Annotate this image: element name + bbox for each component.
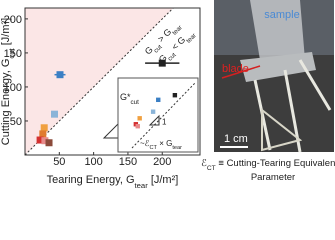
x-axis-label-part: Tearing Energy, G — [47, 174, 135, 186]
point — [51, 110, 59, 118]
caption-line-part: ℰ — [201, 158, 207, 169]
x-tick-label: 150 — [119, 156, 137, 168]
inset-frame — [117, 77, 199, 153]
point — [172, 93, 178, 98]
inset-y-label: G*cut — [120, 92, 139, 106]
caption-line: Parameter — [251, 172, 295, 183]
equality-line — [24, 7, 174, 156]
photo-label: 1 cm — [224, 133, 248, 145]
point — [137, 116, 142, 121]
inset-annotation-part: CT — [150, 145, 158, 151]
equality-line — [131, 81, 197, 149]
photo-label: sample — [264, 9, 299, 21]
inset-annotation-part: tear — [172, 145, 182, 151]
point — [39, 130, 47, 138]
slope-label: 1 — [162, 118, 167, 127]
photo-blade-pointer — [221, 65, 261, 79]
x-axis-label: Tearing Energy, Gtear [J/m²] — [47, 174, 179, 189]
y-tick-label: 200 — [4, 14, 22, 26]
slope-triangle — [148, 114, 160, 126]
x-tick-label: 100 — [84, 156, 102, 168]
point — [156, 97, 161, 103]
caption-line-part: ≡ Cutting-Tearing Equivalency — [216, 158, 335, 169]
region-label-part: cut — [152, 43, 163, 54]
photo-fixture-triangle — [261, 107, 303, 152]
caption-line: ℰCT ≡ Cutting-Tearing Equivalency — [201, 158, 335, 172]
caption-line-part: CT — [207, 165, 216, 172]
point — [41, 137, 49, 145]
region-label-part: cut — [166, 51, 177, 62]
inset-annotation: ~ℰCT × Gtear — [140, 139, 182, 151]
point — [56, 71, 64, 79]
figure: sample blade 1 cm Tearing Energy, Gtear … — [0, 0, 335, 189]
y-tick-label: 150 — [4, 48, 22, 60]
inset-y-label-part: G* — [120, 92, 131, 102]
point — [158, 59, 166, 67]
region-label-part: G — [143, 44, 155, 56]
point — [135, 124, 140, 129]
inset-y-label-part: cut — [131, 99, 140, 106]
y-tick-label: 100 — [4, 82, 22, 94]
point — [150, 109, 156, 114]
point — [45, 139, 53, 147]
x-tick-label: 200 — [153, 156, 171, 168]
photo-blade — [240, 52, 316, 82]
y-axis-label: Cutting Energy, Gcut [J/m²] — [0, 18, 16, 145]
x-tick-label: 50 — [53, 156, 65, 168]
photo-sample — [250, 0, 305, 72]
plot-frame — [24, 7, 201, 156]
x-axis-label-part: tear — [135, 181, 149, 190]
point — [40, 124, 48, 132]
inset-annotation-part: × G — [157, 139, 172, 148]
region-label-part: G — [157, 52, 169, 64]
x-axis-label-part: [J/m²] — [148, 174, 179, 186]
photo: sample blade 1 cm — [214, 0, 334, 153]
photo-label: blade — [222, 63, 249, 75]
y-tick-label: 50 — [10, 116, 22, 128]
y-axis-label-part: [J/m²] — [0, 18, 12, 49]
inset-annotation-part: ~ℰ — [140, 139, 150, 148]
y-axis-label-part: Cutting Energy, G — [0, 59, 12, 146]
point — [36, 136, 44, 144]
y-axis-label-part: cut — [7, 47, 16, 58]
